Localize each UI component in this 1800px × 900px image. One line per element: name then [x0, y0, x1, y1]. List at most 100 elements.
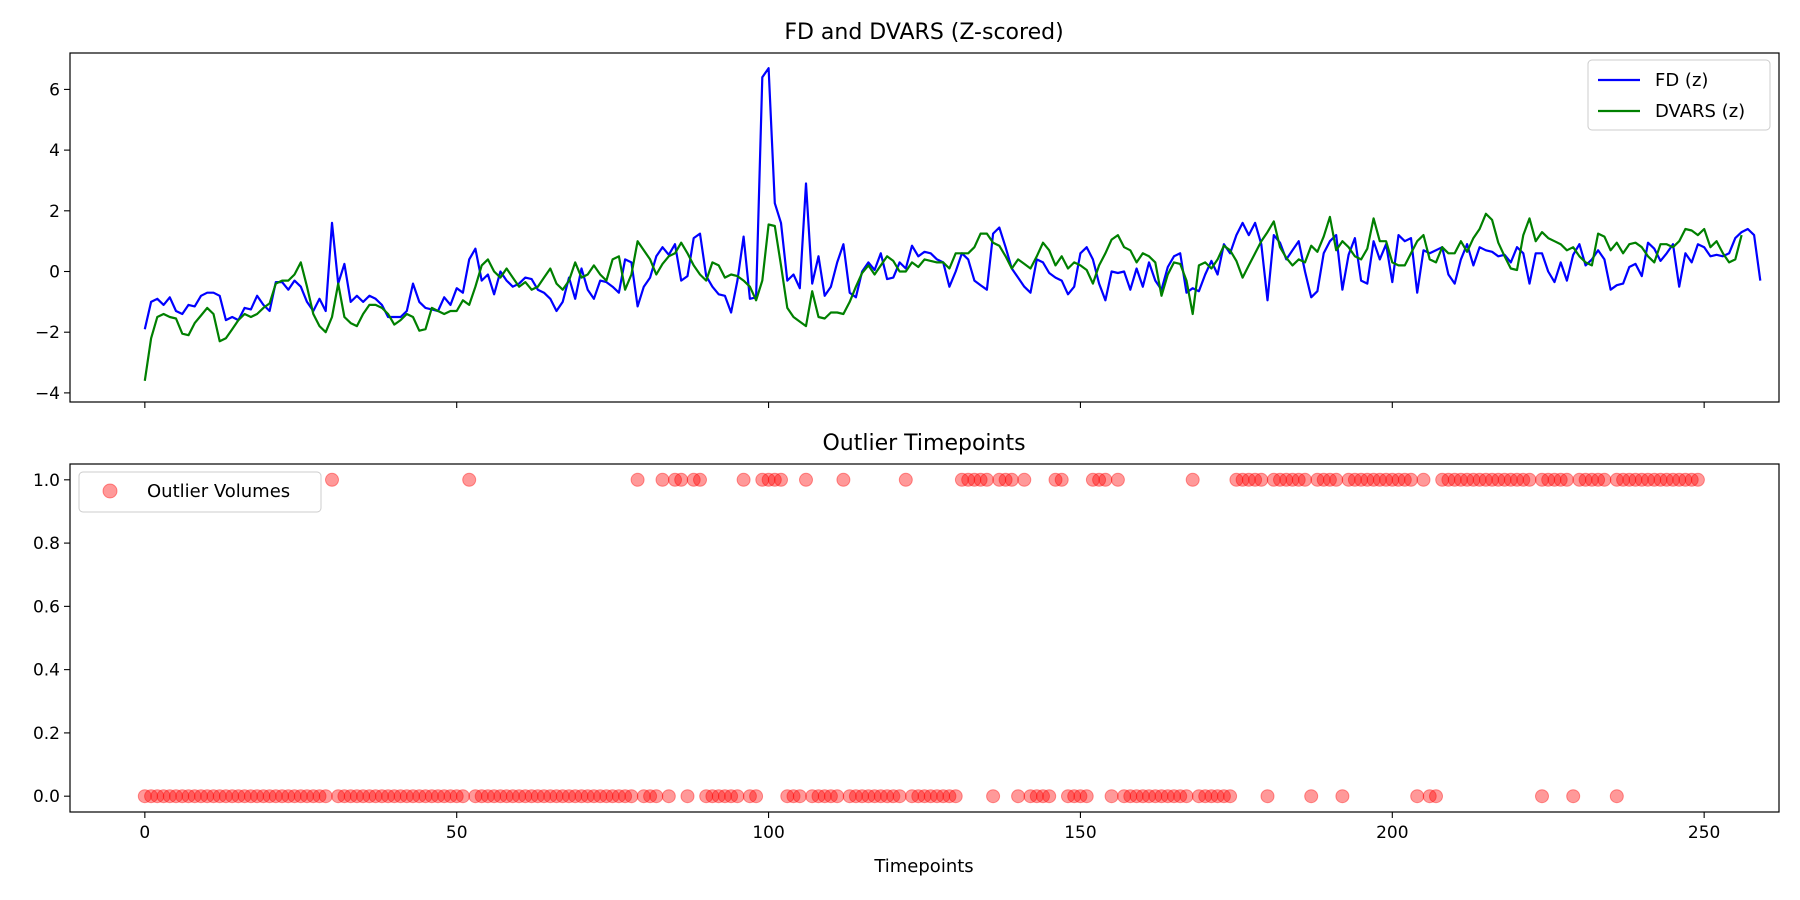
outlier-point: [1204, 789, 1219, 804]
outlier-point: [1609, 789, 1624, 804]
outlier-point: [237, 789, 252, 804]
outlier-point: [1210, 789, 1225, 804]
outlier-point: [724, 789, 739, 804]
outlier-point: [1597, 472, 1612, 487]
outlier-point: [1584, 472, 1599, 487]
outlier-point: [1048, 472, 1063, 487]
outlier-point: [1472, 472, 1487, 487]
outlier-point: [680, 789, 695, 804]
outlier-point: [954, 472, 969, 487]
outlier-point: [262, 789, 277, 804]
outlier-point: [1160, 789, 1175, 804]
outlier-point: [1535, 472, 1549, 487]
outlier-point: [1316, 472, 1331, 487]
outlier-point: [711, 789, 726, 804]
bottom-axis-ticks: 0 50 100 150 200 250 0.0 0.2 0.4 0.6 0.8 1.0: [33, 471, 1720, 843]
outlier-point: [923, 789, 938, 804]
outlier-point: [674, 472, 689, 487]
outlier-point: [455, 789, 470, 804]
outlier-point: [1079, 789, 1094, 804]
outlier-point: [312, 789, 327, 804]
outlier-point: [1167, 789, 1181, 804]
outlier-point: [668, 472, 682, 487]
outlier-point: [636, 789, 651, 804]
outlier-point: [1073, 789, 1088, 804]
outlier-point: [1142, 789, 1156, 804]
top-y-tick-label: −2: [35, 323, 60, 343]
outlier-point: [655, 472, 670, 487]
top-axes-frame: [69, 52, 1780, 403]
outlier-point: [1404, 472, 1418, 487]
outlier-point: [705, 789, 720, 804]
legend-label-fd: FD (z): [1655, 70, 1708, 91]
outlier-point: [1460, 472, 1475, 487]
outlier-point: [618, 789, 633, 804]
outlier-point: [318, 789, 333, 804]
outlier-point: [549, 789, 564, 804]
outlier-point: [449, 789, 464, 804]
outlier-point: [225, 789, 240, 804]
outlier-point: [661, 789, 676, 804]
outlier-point: [144, 789, 159, 804]
outlier-point: [1123, 789, 1138, 804]
outlier-point: [580, 789, 595, 804]
outlier-point: [1553, 472, 1568, 487]
outlier-point: [1591, 472, 1606, 487]
outlier-point: [356, 789, 371, 804]
outlier-point: [424, 789, 439, 804]
outlier-point: [1566, 789, 1581, 804]
top-legend-box: [1587, 59, 1771, 131]
outlier-point: [755, 472, 770, 487]
outlier-point: [412, 789, 427, 804]
outlier-point: [1098, 472, 1113, 487]
outlier-point: [873, 789, 888, 804]
x-axis-label: Timepoints: [873, 856, 973, 877]
outlier-point: [555, 789, 570, 804]
outlier-point: [399, 789, 414, 804]
outlier-point: [1410, 789, 1425, 804]
outlier-point: [986, 789, 1001, 804]
outlier-point: [1223, 789, 1238, 804]
outlier-point: [643, 789, 658, 804]
outlier-point: [1285, 472, 1300, 487]
outlier-point: [742, 789, 757, 804]
outlier-point: [1684, 472, 1699, 487]
outlier-point: [1497, 472, 1512, 487]
outlier-point: [431, 789, 445, 804]
outlier-point: [1541, 472, 1556, 487]
outlier-point: [830, 789, 845, 804]
outlier-point: [1360, 472, 1375, 487]
outlier-point: [611, 789, 626, 804]
outlier-point: [181, 789, 196, 804]
outlier-point: [325, 472, 339, 487]
outlier-point: [930, 789, 944, 804]
outlier-point: [493, 789, 508, 804]
outlier-point: [979, 472, 994, 487]
outlier-point: [499, 789, 514, 804]
top-legend: FD (z) DVARS (z): [1587, 59, 1771, 131]
outlier-point: [1329, 472, 1344, 487]
outlier-point: [256, 789, 271, 804]
outlier-point: [898, 472, 913, 487]
outlier-point: [886, 789, 901, 804]
outlier-point: [1447, 472, 1462, 487]
outlier-point: [287, 789, 302, 804]
outlier-point: [686, 472, 701, 487]
top-y-tick-label: −4: [35, 384, 60, 404]
outlier-point: [1273, 472, 1287, 487]
outlier-point: [1191, 789, 1206, 804]
outlier-point: [1054, 472, 1069, 487]
outlier-point: [1441, 472, 1456, 487]
outlier-point: [300, 789, 314, 804]
outlier-point: [505, 789, 520, 804]
legend-marker-outlier: [102, 483, 118, 499]
outlier-point: [1061, 789, 1075, 804]
outlier-point: [780, 789, 795, 804]
outlier-point: [749, 789, 764, 804]
bottom-y-tick-label: 0.2: [33, 724, 60, 744]
outlier-point: [462, 472, 477, 487]
outlier-point: [1254, 472, 1269, 487]
outlier-point: [393, 789, 408, 804]
bottom-legend: Outlier Volumes: [78, 471, 322, 513]
top-axis-ticks: −4 −2 0 2 4 6: [35, 80, 1705, 408]
